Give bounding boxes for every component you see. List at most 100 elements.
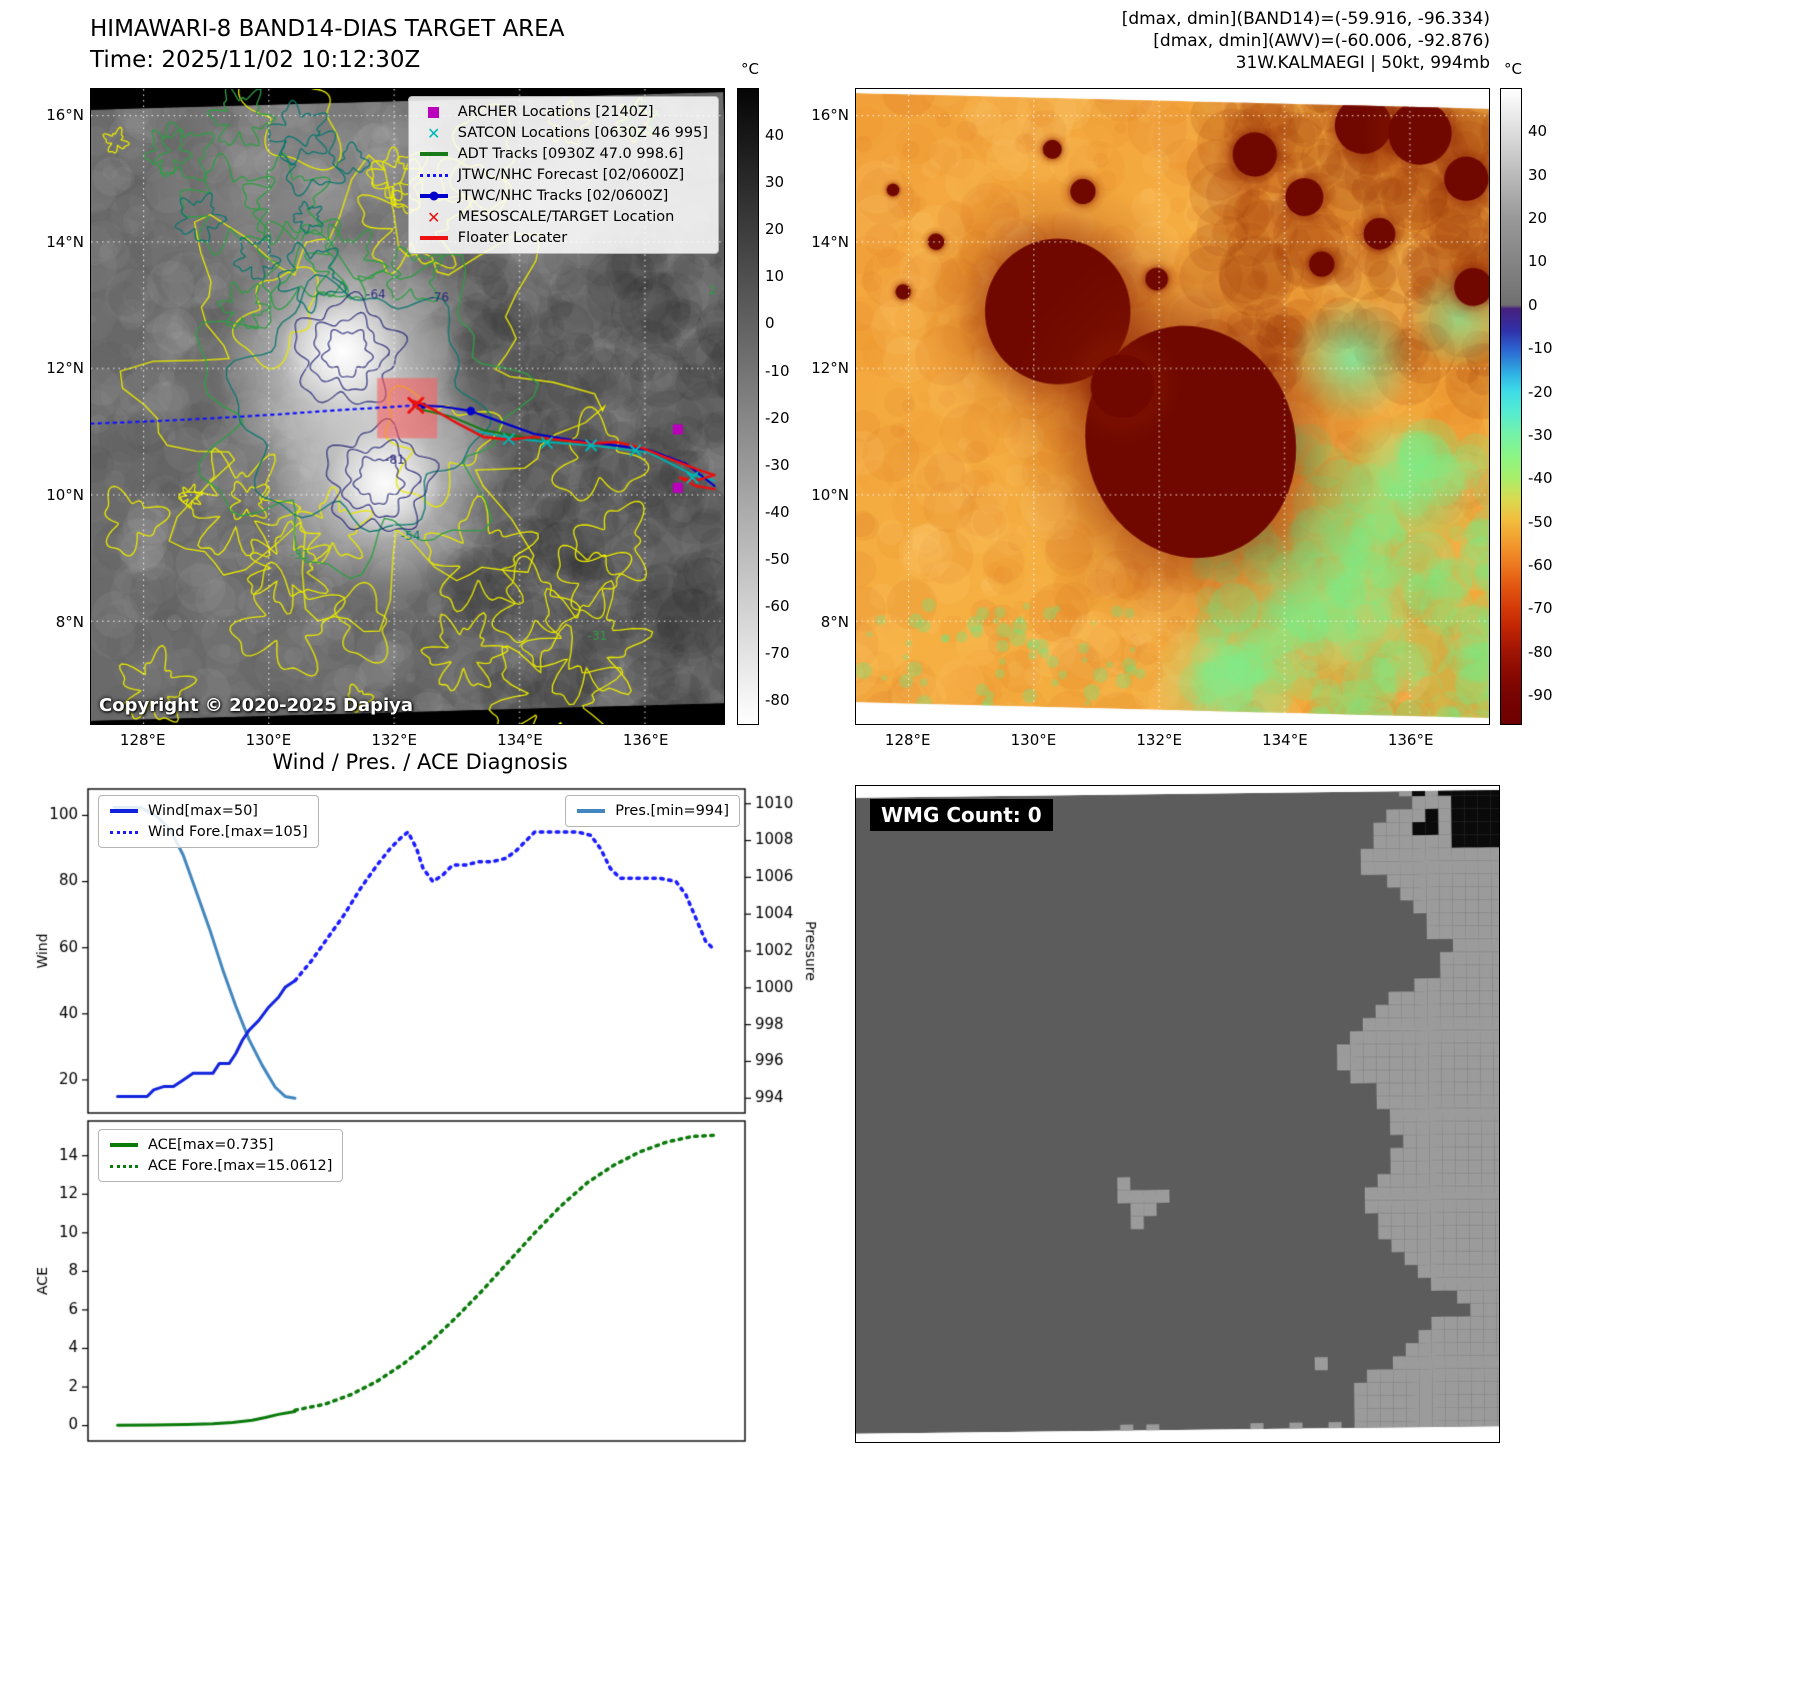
ace-legend: ACE[max=0.735] ACE Fore.[max=15.0612] [98,1129,344,1182]
awv-colorbar-ticks: 40 30 20 10 0 -10 -20 -30 -40 -50 -60 -70 -80 -90 [1528,88,1573,725]
x-tick-label: 132°E [371,731,417,749]
x-tick-label: 134°E [1262,731,1308,749]
band14-title: HIMAWARI-8 BAND14-DIAS TARGET AREA [90,16,565,42]
legend-label: ADT Tracks [0930Z 47.0 998.6] [457,146,684,162]
awv-x-axis: 128°E 130°E 132°E 134°E 136°E [855,731,1490,751]
x-marker-icon: ✕ [427,123,441,143]
x-tick-label: 134°E [497,731,543,749]
y-tick-label: 12°N [46,359,84,378]
colorbar-tick-label: 30 [765,173,785,192]
dotted-marker-icon [109,825,139,840]
storm-info-text: 31W.KALMAEGI | 50kt, 994mb [1235,53,1490,73]
colorbar-tick-label: 20 [1528,209,1548,228]
line-marker-icon [109,804,139,819]
legend-item: Wind[max=50] [109,803,308,819]
band14-y-axis: 16°N 14°N 12°N 10°N 8°N [30,88,84,725]
line-marker-icon [419,147,449,162]
colorbar-tick-label: 0 [1528,295,1538,314]
legend-item: ARCHER Locations [2140Z] [419,104,708,120]
legend-label: JTWC/NHC Tracks [02/0600Z] [457,188,669,204]
band14-subtitle: Time: 2025/11/02 10:12:30Z [90,47,421,73]
colorbar-tick-label: 30 [1528,165,1548,184]
legend-item: ACE[max=0.735] [109,1137,332,1153]
awv-header: [dmax, dmin](BAND14)=(-59.916, -96.334) … [900,8,1490,74]
awv-map-panel [855,88,1490,725]
y-tick-label: 8°N [820,612,849,631]
y-tick-label: 14°N [811,232,849,251]
square-marker-icon [419,105,449,120]
legend-label: ACE[max=0.735] [148,1137,274,1153]
colorbar-tick-label: -80 [765,691,790,710]
band14-x-axis: 128°E 130°E 132°E 134°E 136°E [90,731,725,751]
line-marker-icon [576,804,606,819]
awv-colorbar-unit: °C [1504,60,1522,78]
wmg-count-badge: WMG Count: 0 [870,799,1053,831]
dmax-dmin-band14-text: [dmax, dmin](BAND14)=(-59.916, -96.334) [1121,9,1490,29]
x-marker-icon: ✕ [427,207,441,227]
awv-y-axis: 16°N 14°N 12°N 10°N 8°N [795,88,849,725]
x-tick-label: 136°E [1387,731,1434,749]
colorbar-tick-label: 40 [765,126,785,145]
legend-item: JTWC/NHC Forecast [02/0600Z] [419,167,708,183]
legend-label: SATCON Locations [0630Z 46 995] [457,125,708,141]
colorbar-tick-label: -30 [1528,425,1553,444]
band14-map-panel: ARCHER Locations [2140Z] ✕ SATCON Location… [90,88,725,725]
legend-item: ✕ MESOSCALE/TARGET Location [419,209,708,225]
dotted-marker-icon [419,168,449,183]
y-tick-label: 8°N [55,612,84,631]
colorbar-tick-label: -90 [1528,686,1553,705]
x-tick-label: 128°E [884,731,931,749]
y-tick-label: 16°N [811,105,849,124]
colorbar-tick-label: -20 [1528,382,1553,401]
wmg-panel: WMG Count: 0 [855,785,1500,1443]
awv-colorbar [1500,88,1522,725]
colorbar-tick-label: -10 [765,361,790,380]
x-tick-label: 130°E [245,731,292,749]
awv-satellite-image [856,89,1489,724]
colorbar-tick-label: 10 [1528,252,1548,271]
legend-item: ACE Fore.[max=15.0612] [109,1158,332,1174]
legend-item: ADT Tracks [0930Z 47.0 998.6] [419,146,708,162]
colorbar-tick-label: 40 [1528,122,1548,141]
band14-colorbar-unit: °C [741,60,759,78]
band14-colorbar-ticks: 40 30 20 10 0 -10 -20 -30 -40 -50 -60 -70 -80 [765,88,810,725]
legend-item: Wind Fore.[max=105] [109,824,308,840]
colorbar-tick-label: -10 [1528,339,1553,358]
legend-item: JTWC/NHC Tracks [02/0600Z] [419,188,708,204]
y-tick-label: 16°N [46,105,84,124]
colorbar-tick-label: -40 [765,502,790,521]
dotted-marker-icon [109,1159,139,1174]
line-marker-icon [419,231,449,246]
wind-pressure-chart: Wind[max=50] Wind Fore.[max=105] Pres.[mi… [30,783,820,1117]
colorbar-tick-label: -80 [1528,642,1553,661]
colorbar-tick-label: -60 [1528,556,1553,575]
colorbar-tick-label: -60 [765,596,790,615]
legend-item: Pres.[min=994] [576,803,729,819]
wind-legend: Wind[max=50] Wind Fore.[max=105] [98,795,319,848]
band14-colorbar [737,88,759,725]
line-dot-marker-icon [419,189,449,204]
pressure-legend: Pres.[min=994] [565,795,740,827]
colorbar-tick-label: 0 [765,314,775,333]
ace-chart: ACE[max=0.735] ACE Fore.[max=15.0612] [30,1117,820,1447]
y-tick-label: 14°N [46,232,84,251]
y-tick-label: 10°N [46,486,84,505]
colorbar-tick-label: 20 [765,220,785,239]
legend-item: ✕ SATCON Locations [0630Z 46 995] [419,125,708,141]
colorbar-tick-label: -30 [765,455,790,474]
legend-label: ARCHER Locations [2140Z] [457,104,654,120]
colorbar-tick-label: -70 [765,643,790,662]
legend-label: JTWC/NHC Forecast [02/0600Z] [457,167,685,183]
legend-label: Wind[max=50] [148,803,258,819]
colorbar-tick-label: -50 [765,549,790,568]
colorbar-tick-label: -70 [1528,599,1553,618]
x-tick-label: 128°E [119,731,166,749]
diagnosis-title: Wind / Pres. / ACE Diagnosis [272,750,568,774]
band14-legend: ARCHER Locations [2140Z] ✕ SATCON Location… [407,96,719,254]
wmg-image [856,786,1499,1442]
dmax-dmin-awv-text: [dmax, dmin](AWV)=(-60.006, -92.876) [1153,31,1490,51]
colorbar-tick-label: -50 [1528,512,1553,531]
x-tick-label: 136°E [622,731,669,749]
legend-label: ACE Fore.[max=15.0612] [148,1158,333,1174]
